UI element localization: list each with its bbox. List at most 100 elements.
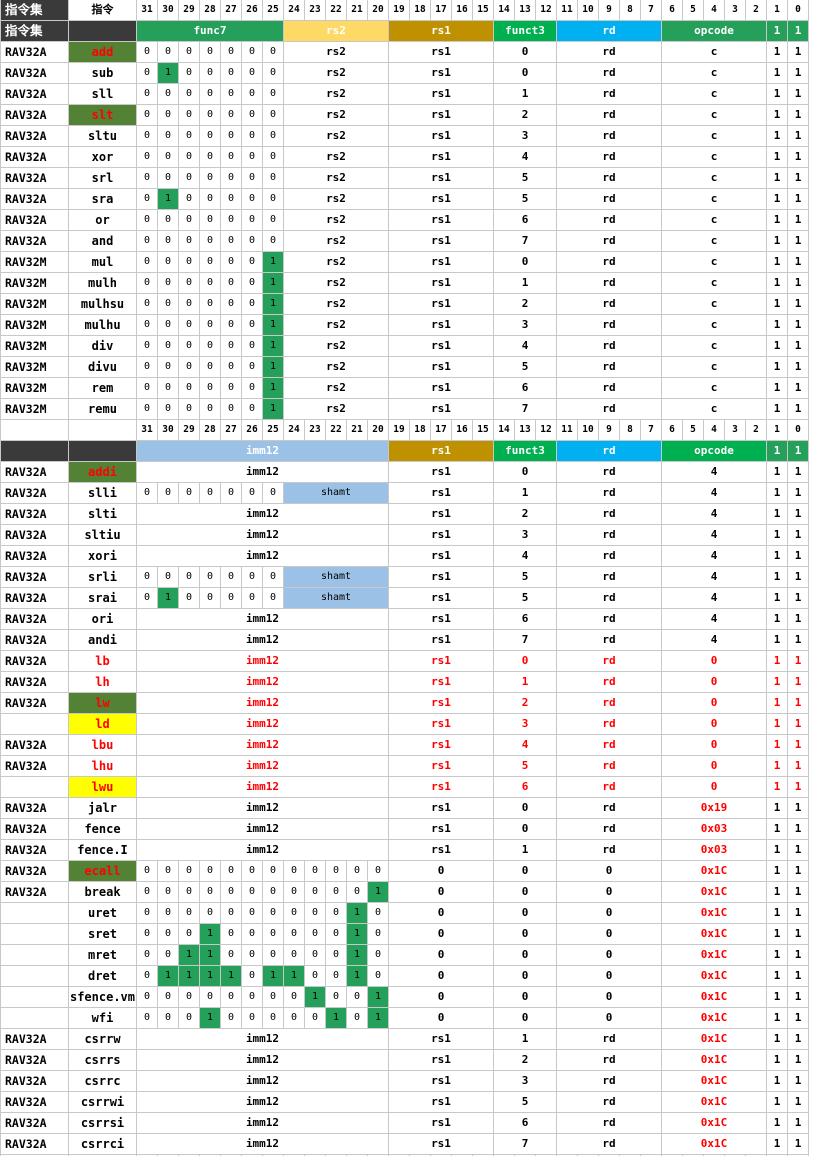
field-cell: 1 [766, 62, 788, 84]
field-cell: 1 [787, 902, 809, 924]
field-cell: 0 [325, 965, 347, 987]
bit-index: 31 [136, 0, 158, 21]
field-cell: 1 [787, 83, 809, 105]
instruction-set [0, 965, 69, 987]
field-cell: 5 [493, 1091, 557, 1113]
instruction-name: sfence.vm [68, 986, 137, 1008]
field-cell: rs1 [388, 650, 494, 672]
field-cell: 7 [493, 398, 557, 420]
field-cell: rs1 [388, 1133, 494, 1155]
field-cell: 1 [493, 671, 557, 693]
field-cell: 0 [220, 167, 242, 189]
field-cell: 0x1C [661, 1049, 767, 1071]
field-cell: 1 [787, 335, 809, 357]
instruction-name: sra [68, 188, 137, 210]
field-cell: rs2 [283, 335, 389, 357]
instruction-name: sltiu [68, 524, 137, 546]
bit-index: 25 [262, 419, 284, 441]
field-cell: 0 [283, 986, 305, 1008]
field-cell: 1 [787, 251, 809, 273]
field-cell: 0 [178, 377, 200, 399]
field-cell: 1 [787, 1091, 809, 1113]
field-header: 1 [766, 440, 788, 462]
field-cell: 0 [199, 146, 221, 168]
bit-index: 21 [346, 0, 368, 21]
field-cell: 0 [136, 104, 158, 126]
field-cell: 1 [178, 944, 200, 966]
bit-index: 11 [556, 419, 578, 441]
field-header: rd [556, 440, 662, 462]
field-cell: 1 [262, 398, 284, 420]
instruction-name: sltu [68, 125, 137, 147]
field-cell: rd [556, 629, 662, 651]
field-cell: 0 [241, 902, 263, 924]
field-cell: 0 [157, 293, 179, 315]
bit-index: 14 [493, 419, 515, 441]
bit-index: 12 [535, 419, 557, 441]
field-cell: rd [556, 104, 662, 126]
field-cell: imm12 [136, 503, 389, 525]
field-cell: 0 [304, 944, 326, 966]
field-cell: rs1 [388, 1028, 494, 1050]
bit-index: 10 [577, 419, 599, 441]
field-cell: 1 [199, 965, 221, 987]
field-cell: rd [556, 797, 662, 819]
field-cell: 1 [787, 944, 809, 966]
instruction-name: csrrs [68, 1049, 137, 1071]
field-cell: 1 [766, 377, 788, 399]
field-cell: 0 [493, 902, 557, 924]
field-cell: 0x1C [661, 1028, 767, 1050]
field-cell: 4 [493, 734, 557, 756]
field-cell: rs1 [388, 398, 494, 420]
field-cell: 0x19 [661, 797, 767, 819]
field-cell: 0x1C [661, 860, 767, 882]
field-cell: rd [556, 230, 662, 252]
field-cell: 0 [136, 251, 158, 273]
field-cell: rs1 [388, 62, 494, 84]
bit-index: 29 [178, 419, 200, 441]
instruction-set: RAV32A [0, 188, 69, 210]
field-cell: 0 [136, 1007, 158, 1029]
field-cell: 1 [766, 608, 788, 630]
field-cell: 4 [661, 587, 767, 609]
field-cell: 0 [556, 902, 662, 924]
field-cell: 0 [262, 188, 284, 210]
field-cell: 0 [262, 923, 284, 945]
bit-index: 22 [325, 0, 347, 21]
instruction-name: fence.I [68, 839, 137, 861]
field-cell: 0 [556, 944, 662, 966]
field-cell: 0 [199, 314, 221, 336]
instruction-set: RAV32A [0, 104, 69, 126]
field-cell: rd [556, 377, 662, 399]
instruction-set: RAV32A [0, 881, 69, 903]
field-cell: 0 [220, 293, 242, 315]
field-cell: 1 [787, 839, 809, 861]
instruction-row: sret 0 0 0 1 0 0 0 0 0 0 1 0 0 0 0 0x1C 1 1 [0, 923, 809, 945]
field-cell: rd [556, 524, 662, 546]
field-cell: 0x1C [661, 923, 767, 945]
field-cell: 0 [136, 146, 158, 168]
field-cell: 1 [766, 965, 788, 987]
field-cell: 0 [157, 167, 179, 189]
field-cell: 0 [241, 167, 263, 189]
instruction-set: RAV32A [0, 230, 69, 252]
field-cell: 0x1C [661, 986, 767, 1008]
field-cell: 0 [220, 41, 242, 63]
field-cell: imm12 [136, 839, 389, 861]
field-cell: 6 [493, 1112, 557, 1134]
field-cell: 0 [388, 902, 494, 924]
field-cell: 3 [493, 524, 557, 546]
field-cell: 0 [220, 881, 242, 903]
field-cell: 0 [157, 83, 179, 105]
field-cell: 1 [493, 1028, 557, 1050]
instruction-name: lh [68, 671, 137, 693]
field-cell: 0 [136, 944, 158, 966]
